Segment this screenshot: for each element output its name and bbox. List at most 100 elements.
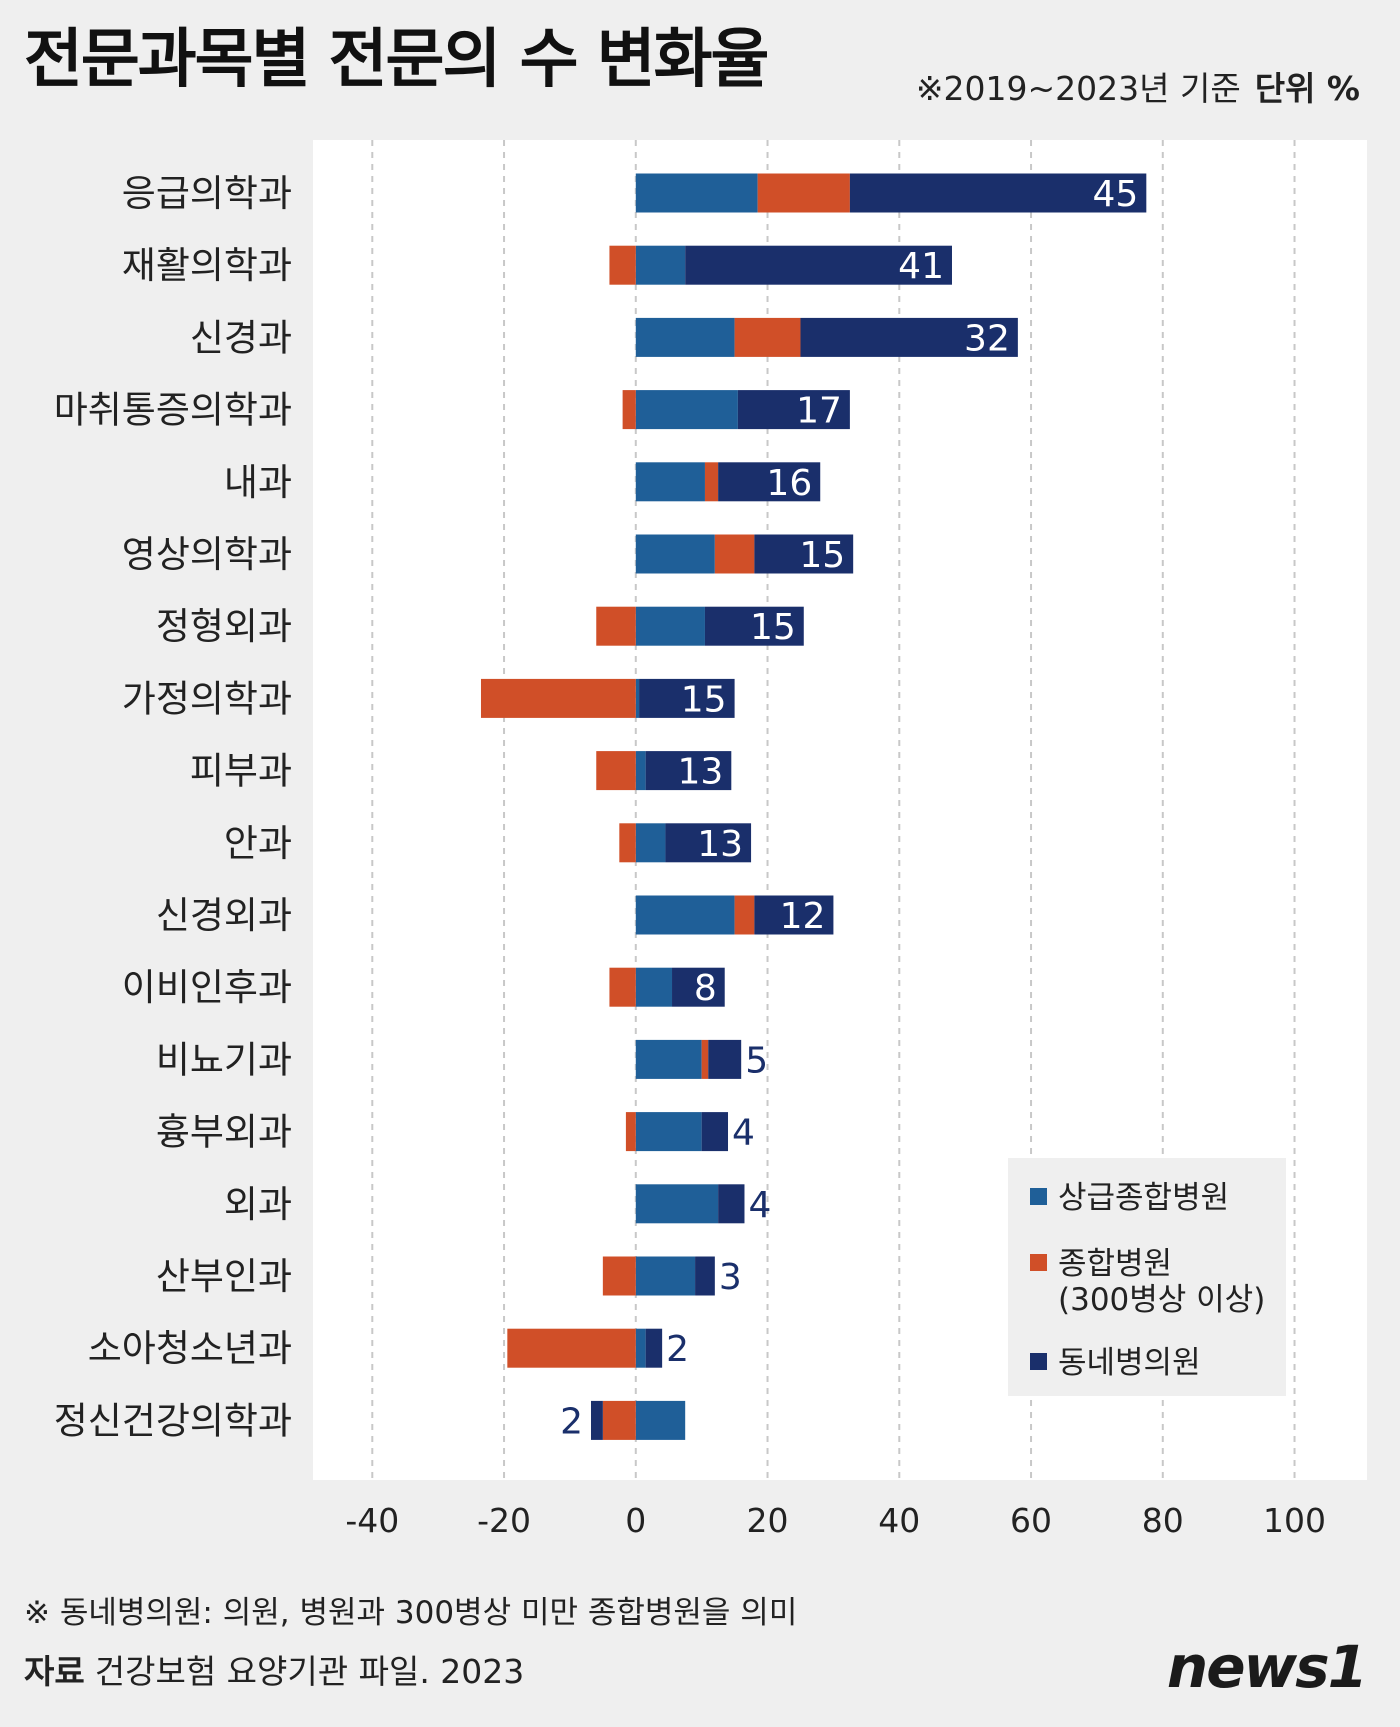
bar-segment-tertiary [635, 317, 735, 357]
bar-segment-clinic [665, 823, 752, 863]
bar-segment-tertiary [635, 1400, 686, 1440]
value-label: 13 [697, 824, 743, 865]
x-tick-label: 100 [1263, 1501, 1326, 1540]
unit-label: 단위 % [1254, 69, 1360, 108]
source-text: 건강보험 요양기관 파일. 2023 [94, 1652, 525, 1691]
legend-swatch-general [1030, 1254, 1047, 1271]
category-label: 이비인후과 [122, 966, 292, 1009]
bar-segment-clinic [849, 173, 1147, 213]
bar-segment-tertiary [635, 1039, 702, 1079]
value-label: 32 [964, 318, 1010, 359]
category-label: 응급의학과 [122, 172, 292, 215]
bar-segment-clinic [685, 245, 952, 285]
bar-segment-clinic [718, 1184, 745, 1224]
bar-segment-tertiary [635, 1328, 646, 1368]
bar-segment-clinic [754, 895, 834, 935]
x-tick-label: -20 [477, 1501, 531, 1540]
value-label: 3 [719, 1257, 742, 1298]
category-label: 정신건강의학과 [54, 1399, 292, 1442]
bar-segment-clinic [701, 1112, 729, 1152]
legend: 상급종합병원 종합병원 (300병상 이상) 동네병의원 [1008, 1158, 1286, 1396]
bar-segment-tertiary [635, 1112, 702, 1152]
x-tick-label: 40 [878, 1501, 920, 1540]
bar-segment-general [602, 1256, 636, 1296]
x-axis-ticks: -40 -20 0 20 40 60 80 100 [345, 1501, 1326, 1540]
value-label: 4 [748, 1185, 771, 1226]
value-label: 2 [666, 1329, 689, 1370]
bar-segment-general [734, 317, 801, 357]
legend-label-tertiary: 상급종합병원 [1058, 1180, 1229, 1216]
legend-swatch-clinic [1030, 1353, 1047, 1370]
bar-segment-tertiary [635, 1256, 696, 1296]
period-note-text: ※2019~2023년 기준 [915, 69, 1241, 108]
category-label: 신경외과 [156, 894, 292, 937]
bar-segment-general [507, 1328, 636, 1368]
value-label: 4 [732, 1113, 755, 1154]
bar-segment-general [602, 1400, 636, 1440]
bar-segment-tertiary [635, 606, 705, 646]
category-label: 소아청소년과 [88, 1327, 292, 1370]
x-tick-label: 0 [625, 1501, 646, 1540]
bar-segment-clinic [672, 967, 725, 1007]
bar-segment-general [596, 606, 636, 646]
bar-segment-general [622, 390, 636, 430]
legend-label-general-sub: (300병상 이상) [1058, 1282, 1265, 1318]
bar-segment-clinic [645, 751, 732, 791]
value-label: 15 [750, 607, 796, 648]
category-label: 피부과 [190, 750, 292, 793]
category-label: 영상의학과 [122, 533, 292, 576]
bar-segment-tertiary [635, 245, 686, 285]
source-label: 자료 [24, 1652, 85, 1691]
bar-segment-clinic [695, 1256, 715, 1296]
category-label: 재활의학과 [122, 244, 292, 287]
value-label: 41 [898, 246, 944, 287]
bar-segment-tertiary [635, 895, 735, 935]
period-note: ※2019~2023년 기준 단위 % [916, 62, 1360, 110]
bar-segment-clinic [590, 1400, 603, 1440]
category-labels: 응급의학과재활의학과신경과마취통증의학과내과영상의학과정형외과가정의학과피부과안… [54, 172, 292, 1442]
category-label: 가정의학과 [122, 677, 292, 720]
source-line: 자료 건강보험 요양기관 파일. 2023 [24, 1645, 524, 1693]
x-tick-label: 80 [1142, 1501, 1184, 1540]
bar-segment-tertiary [635, 823, 666, 863]
category-label: 비뇨기과 [156, 1038, 292, 1081]
category-label: 산부인과 [156, 1255, 292, 1298]
category-label: 외과 [224, 1183, 292, 1226]
bar-segment-tertiary [635, 751, 646, 791]
bar-segment-tertiary [635, 462, 705, 502]
bar-segment-clinic [754, 534, 854, 574]
bar-segment-general [619, 823, 636, 863]
x-tick-label: 60 [1010, 1501, 1052, 1540]
bar-segment-clinic [718, 462, 821, 502]
legend-swatch-tertiary [1030, 1188, 1047, 1205]
bar-segment-tertiary [635, 967, 673, 1007]
category-label: 정형외과 [156, 605, 292, 648]
bar-segment-general [734, 895, 755, 935]
footnote: ※ 동네병의원: 의원, 병원과 300병상 미만 종합병원을 의미 [24, 1595, 798, 1631]
bar-segment-general [596, 751, 636, 791]
bar-segment-clinic [800, 317, 1018, 357]
value-label: 15 [681, 679, 727, 720]
legend-label-clinic: 동네병의원 [1058, 1345, 1201, 1381]
bar-segment-clinic [737, 390, 850, 430]
bar-segment-general [625, 1112, 636, 1152]
bar-segment-tertiary [635, 534, 715, 574]
category-label: 흉부외과 [156, 1111, 292, 1154]
legend-label-general: 종합병원 [1058, 1246, 1172, 1282]
value-label: 13 [677, 752, 723, 793]
category-label: 신경과 [190, 316, 292, 359]
value-label: 12 [780, 896, 826, 937]
bar-segment-general [714, 534, 755, 574]
value-label: 17 [796, 391, 842, 432]
legend-box [1008, 1158, 1286, 1396]
bar-segment-general [701, 1039, 709, 1079]
x-tick-label: 20 [747, 1501, 789, 1540]
bar-segment-general [704, 462, 719, 502]
bar-segment-clinic [639, 678, 735, 718]
bar-segment-general [757, 173, 850, 213]
x-tick-label: -40 [345, 1501, 399, 1540]
bar-segment-clinic [704, 606, 804, 646]
bar-segment-tertiary [635, 1184, 719, 1224]
